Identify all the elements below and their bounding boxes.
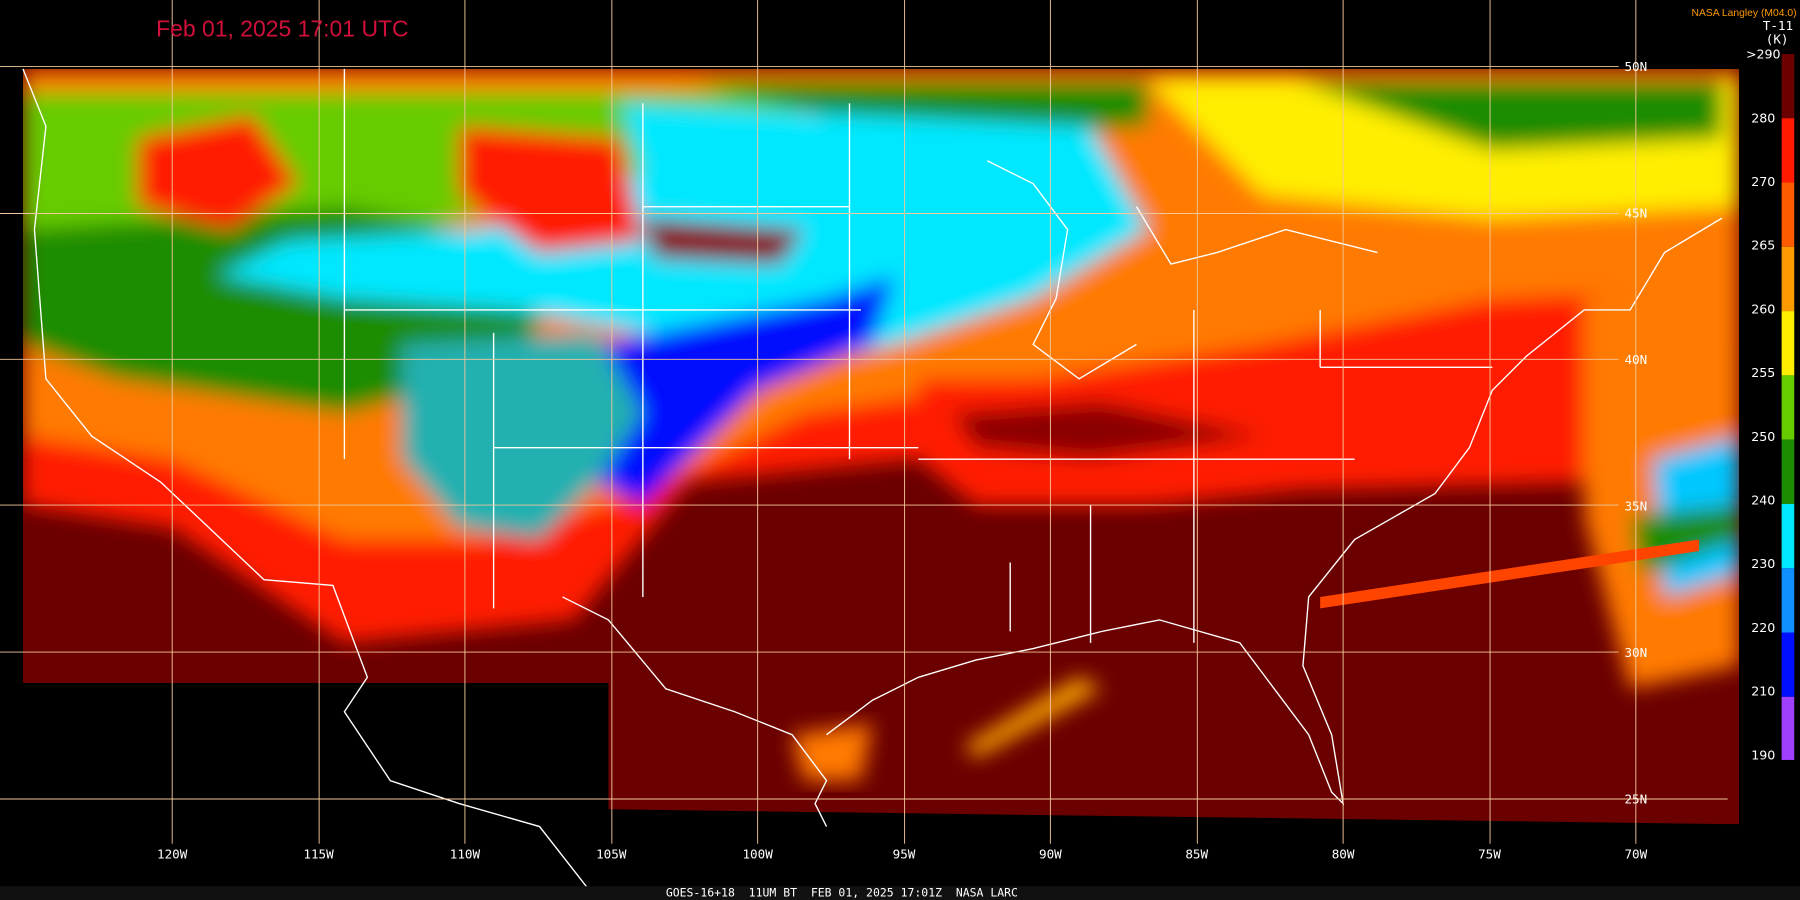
colorbar-unit: (K)	[1766, 32, 1789, 47]
latitude-labels: 50N 45N 40N 35N 30N 25N	[1624, 59, 1647, 806]
longitude-label: 95W	[893, 847, 916, 862]
latitude-label: 50N	[1624, 59, 1647, 74]
latitude-label: 40N	[1624, 352, 1647, 367]
latitude-label: 35N	[1624, 499, 1647, 514]
colorbar-tick-label: 260	[1751, 301, 1775, 316]
colorbar-tick-label: 190	[1751, 747, 1775, 762]
longitude-label: 90W	[1039, 847, 1062, 862]
latitude-label: 45N	[1624, 206, 1647, 221]
colorbar-tick-label: >290	[1746, 47, 1781, 62]
colorbar	[1781, 53, 1795, 760]
footer-bar	[0, 886, 1800, 900]
longitude-label: 105W	[596, 847, 627, 862]
longitude-label: 70W	[1624, 847, 1647, 862]
latitude-label: 25N	[1624, 792, 1647, 807]
latitude-label: 30N	[1624, 645, 1647, 660]
longitude-label: 110W	[450, 847, 481, 862]
longitude-label: 115W	[303, 847, 334, 862]
footer-caption: GOES-16+18 11UM BT FEB 01, 2025 17:01Z N…	[666, 886, 1018, 900]
longitude-label: 75W	[1478, 847, 1501, 862]
political-borders	[22, 68, 1723, 900]
colorbar-tick-label: 230	[1751, 556, 1775, 571]
longitude-label: 120W	[157, 847, 188, 862]
colorbar-tick-label: 220	[1751, 620, 1775, 635]
colorbar-ticks: >290 280 270 265 260 255 250 240 230 220 210 190	[1746, 47, 1781, 763]
colorbar-label: T-11	[1763, 18, 1793, 33]
colorbar-tick-label: 250	[1751, 429, 1775, 444]
colorbar-tick-label: 210	[1751, 684, 1775, 699]
source-label: NASA Langley (M04.0)	[1691, 8, 1796, 19]
colorbar-tick-label: 255	[1751, 365, 1775, 380]
colorbar-tick-label: 270	[1751, 174, 1775, 189]
colorbar-tick-label: 280	[1751, 110, 1775, 125]
longitude-labels: 120W 115W 110W 105W 100W 95W 90W 85W 80W 75W 70W	[157, 847, 1648, 862]
graticule	[0, 0, 1728, 844]
colorbar-tick-label: 240	[1751, 493, 1775, 508]
longitude-label: 85W	[1185, 847, 1208, 862]
timestamp-title: Feb 01, 2025 17:01 UTC	[156, 16, 408, 42]
longitude-label: 100W	[742, 847, 773, 862]
colorbar-tick-label: 265	[1751, 238, 1775, 253]
longitude-label: 80W	[1332, 847, 1355, 862]
